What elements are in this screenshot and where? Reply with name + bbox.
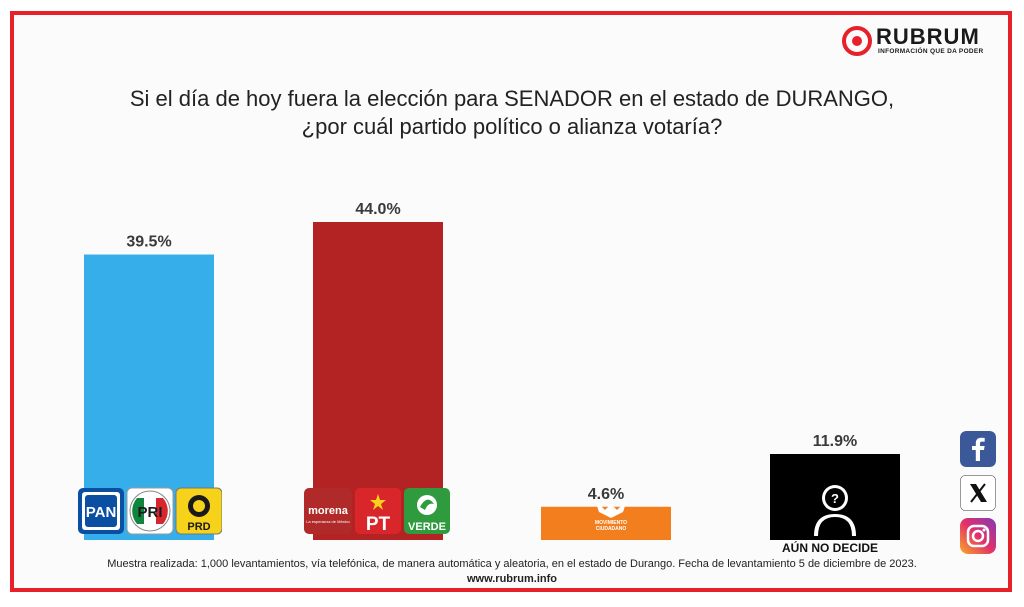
rubrum-brand: RUBRUM (876, 24, 980, 49)
morena-pt-verde-logos: morena La esperanza de México PT VERDE (304, 488, 450, 535)
pri-label: PRI (137, 504, 162, 521)
bar-value-label-1: 44.0% (355, 201, 400, 218)
prd-logo: PRD (175, 487, 222, 535)
morena-label: morena (308, 505, 349, 517)
bar-1 (313, 222, 443, 540)
bar-value-label-2: 4.6% (588, 486, 624, 503)
movimiento-ciudadano-logo: MOVIMIENTO CIUDADANO (595, 500, 627, 532)
facebook-icon[interactable] (960, 431, 996, 467)
mc-label-2: CIUDADANO (596, 526, 627, 532)
prd-label: PRD (187, 521, 210, 533)
morena-sublabel: La esperanza de México (306, 519, 350, 524)
footer-url[interactable]: www.rubrum.info (466, 573, 558, 585)
rubrum-target-icon (842, 26, 872, 56)
verde-label: VERDE (408, 521, 446, 533)
pan-label: PAN (86, 504, 117, 521)
rubrum-tagline: INFORMACIÓN QUE DA PODER (878, 48, 984, 55)
chart-title-line-1: Si el día de hoy fuera la elección para … (129, 86, 895, 111)
undecided-person-icon: ? (814, 485, 856, 536)
x-icon[interactable] (960, 475, 996, 511)
mc-eagle-icon (595, 500, 627, 518)
pt-label: PT (366, 514, 391, 535)
footer-note: Muestra realizada: 1,000 levantamientos,… (107, 558, 917, 570)
verde-logo: VERDE (404, 488, 450, 534)
question-mark-icon: ? (831, 491, 839, 506)
instagram-icon[interactable] (960, 518, 996, 554)
mc-label-1: MOVIMIENTO (595, 520, 627, 526)
undecided-label: AÚN NO DECIDE (781, 541, 878, 555)
pan-pri-prd-logos: PAN PRI PRD (78, 487, 222, 535)
bar-value-label-3: 11.9% (813, 433, 857, 450)
morena-logo: morena La esperanza de México (304, 488, 352, 534)
chart-title-line-2: ¿por cuál partido político o alianza vot… (301, 114, 723, 139)
pt-logo: PT (355, 488, 401, 535)
pri-logo: PRI (126, 487, 174, 535)
bar-chart: 39.5% 44.0% 4.6% 11.9% (84, 201, 900, 541)
rubrum-logo: RUBRUM INFORMACIÓN QUE DA PODER (842, 24, 992, 58)
bar-value-label-0: 39.5% (126, 234, 171, 251)
pan-logo: PAN (78, 488, 124, 534)
